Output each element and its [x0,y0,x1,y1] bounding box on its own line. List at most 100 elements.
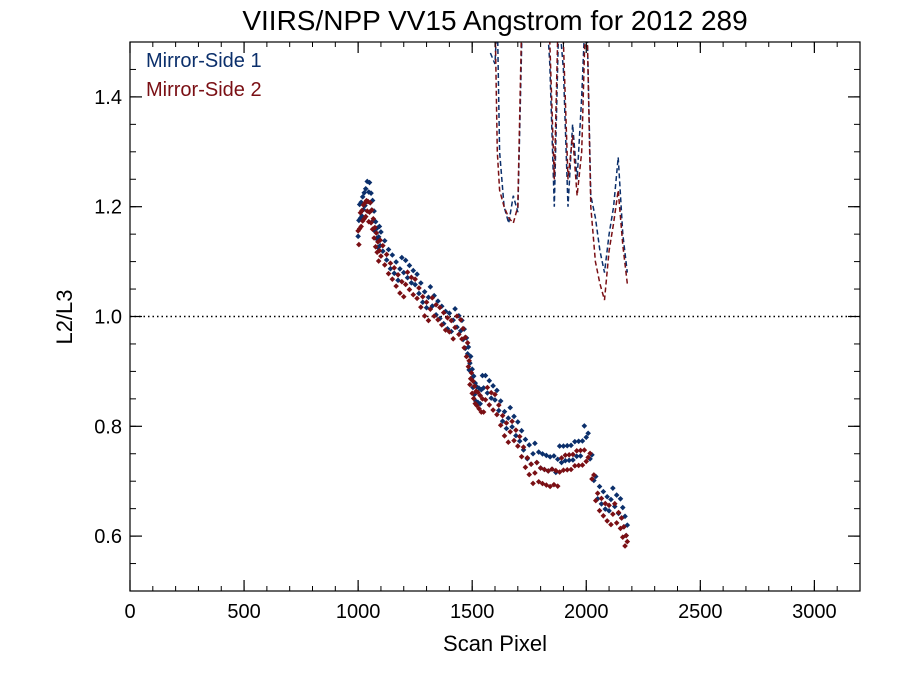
data-point [435,316,441,323]
data-point [621,523,627,530]
data-point [570,451,576,458]
data-point [378,253,384,259]
data-point [465,363,472,370]
data-point [421,313,428,319]
data-point [598,501,605,507]
data-point [596,483,603,490]
data-point [509,424,515,430]
data-point [364,178,371,185]
data-point [581,423,588,429]
data-point [613,492,620,498]
legend-entry: Mirror-Side 1 [146,50,262,72]
data-point [467,381,473,388]
data-point [383,251,390,258]
data-point [606,502,612,509]
data-point [376,223,383,230]
data-point [448,317,455,324]
data-point [468,370,475,376]
data-point [507,428,514,435]
data-point [505,415,512,421]
x-tick-label: 3000 [792,601,837,623]
data-point [373,230,380,236]
data-point [395,277,401,284]
data-point [560,467,567,474]
data-point [399,254,405,261]
x-tick-label: 0 [124,601,135,623]
data-point [581,447,588,453]
data-point [604,518,610,524]
data-point [476,385,482,392]
data-point [589,476,595,482]
data-point [516,438,523,444]
data-point [416,290,422,297]
data-point [613,520,620,526]
data-point [427,284,434,290]
data-point [522,436,529,443]
data-point [596,507,603,514]
data-point [562,457,569,464]
data-point [367,199,374,206]
data-point [359,207,365,214]
data-point [484,390,491,396]
data-point [393,283,399,289]
data-point [369,226,376,233]
data-point [404,269,411,276]
data-point [513,432,519,439]
data-point [357,209,364,216]
data-point [532,470,538,476]
data-point [501,433,508,439]
data-point [611,500,618,507]
data-point [478,386,485,393]
data-point [496,407,502,414]
x-tick-label: 2000 [564,601,609,623]
data-point [482,396,489,403]
data-point [454,313,460,319]
data-point [573,453,580,460]
data-point [361,189,368,196]
data-point [361,215,368,222]
data-point [460,325,466,332]
data-point [446,329,453,335]
data-point [470,395,477,402]
data-point [410,267,417,274]
data-point [566,457,572,464]
data-point [362,213,369,220]
data-point [532,440,538,447]
x-axis-label: Scan Pixel [443,631,547,656]
data-point [608,521,614,528]
data-point [535,449,542,455]
data-point [356,241,362,248]
data-point [414,271,420,278]
data-point [583,458,590,465]
data-point [358,199,364,206]
y-tick-label: 1.2 [94,197,122,219]
dashed-trace-2 [494,42,629,301]
data-point [456,331,462,338]
y-tick-label: 0.8 [94,416,122,438]
data-point [475,399,481,406]
data-point [530,450,536,457]
data-point [358,223,364,230]
data-point [440,320,447,327]
data-point [480,409,487,415]
data-point [427,306,434,312]
data-point [375,234,382,240]
data-point [479,372,486,379]
data-point [624,538,631,545]
data-point [610,485,616,491]
data-point [391,270,398,277]
data-point [564,442,571,449]
chart-title: VIIRS/NPP VV15 Angstrom for 2012 289 [242,5,747,36]
data-point [497,398,504,404]
data-point [400,269,407,276]
data-point [505,439,512,446]
data-point [558,459,565,466]
data-point [600,512,607,519]
data-point [383,257,390,263]
data-point [372,218,379,225]
legend-entry: Mirror-Side 2 [146,79,262,101]
data-point [535,478,542,485]
data-point [425,317,432,324]
data-point [608,496,614,503]
data-point [558,455,565,461]
